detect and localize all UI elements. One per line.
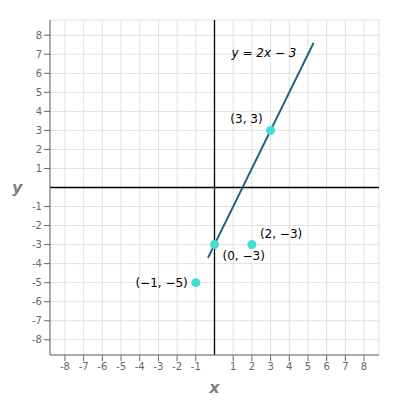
- svg-text:-6: -6: [32, 296, 42, 307]
- svg-text:y: y: [12, 178, 23, 197]
- svg-text:x: x: [208, 378, 220, 397]
- svg-text:7: 7: [36, 49, 42, 60]
- svg-text:-7: -7: [79, 361, 89, 372]
- svg-text:-5: -5: [116, 361, 126, 372]
- svg-text:-6: -6: [97, 361, 107, 372]
- svg-text:(−1, −5): (−1, −5): [135, 276, 187, 290]
- svg-text:-8: -8: [60, 361, 70, 372]
- svg-text:-2: -2: [172, 361, 182, 372]
- svg-text:4: 4: [36, 106, 42, 117]
- svg-text:-3: -3: [153, 361, 163, 372]
- svg-text:8: 8: [361, 361, 367, 372]
- svg-text:(3, 3): (3, 3): [230, 112, 262, 126]
- svg-text:y = 2x − 3: y = 2x − 3: [231, 46, 297, 60]
- svg-text:5: 5: [305, 361, 311, 372]
- svg-text:2: 2: [36, 144, 42, 155]
- svg-text:(0, −3): (0, −3): [223, 249, 265, 263]
- svg-text:-1: -1: [32, 201, 42, 212]
- svg-text:-8: -8: [32, 334, 42, 345]
- svg-text:8: 8: [36, 30, 42, 41]
- svg-text:4: 4: [286, 361, 292, 372]
- svg-text:1: 1: [230, 361, 236, 372]
- svg-text:6: 6: [36, 68, 42, 79]
- svg-text:-2: -2: [32, 220, 42, 231]
- svg-text:-7: -7: [32, 315, 42, 326]
- svg-text:6: 6: [323, 361, 329, 372]
- svg-text:-4: -4: [135, 361, 145, 372]
- svg-text:2: 2: [249, 361, 255, 372]
- svg-text:-5: -5: [32, 277, 42, 288]
- svg-text:1: 1: [36, 163, 42, 174]
- svg-text:3: 3: [36, 125, 42, 136]
- svg-text:3: 3: [267, 361, 273, 372]
- svg-text:-1: -1: [191, 361, 201, 372]
- svg-text:-3: -3: [32, 239, 42, 250]
- svg-text:5: 5: [36, 87, 42, 98]
- svg-text:-4: -4: [32, 258, 42, 269]
- svg-text:(2, −3): (2, −3): [260, 227, 302, 241]
- svg-text:7: 7: [342, 361, 348, 372]
